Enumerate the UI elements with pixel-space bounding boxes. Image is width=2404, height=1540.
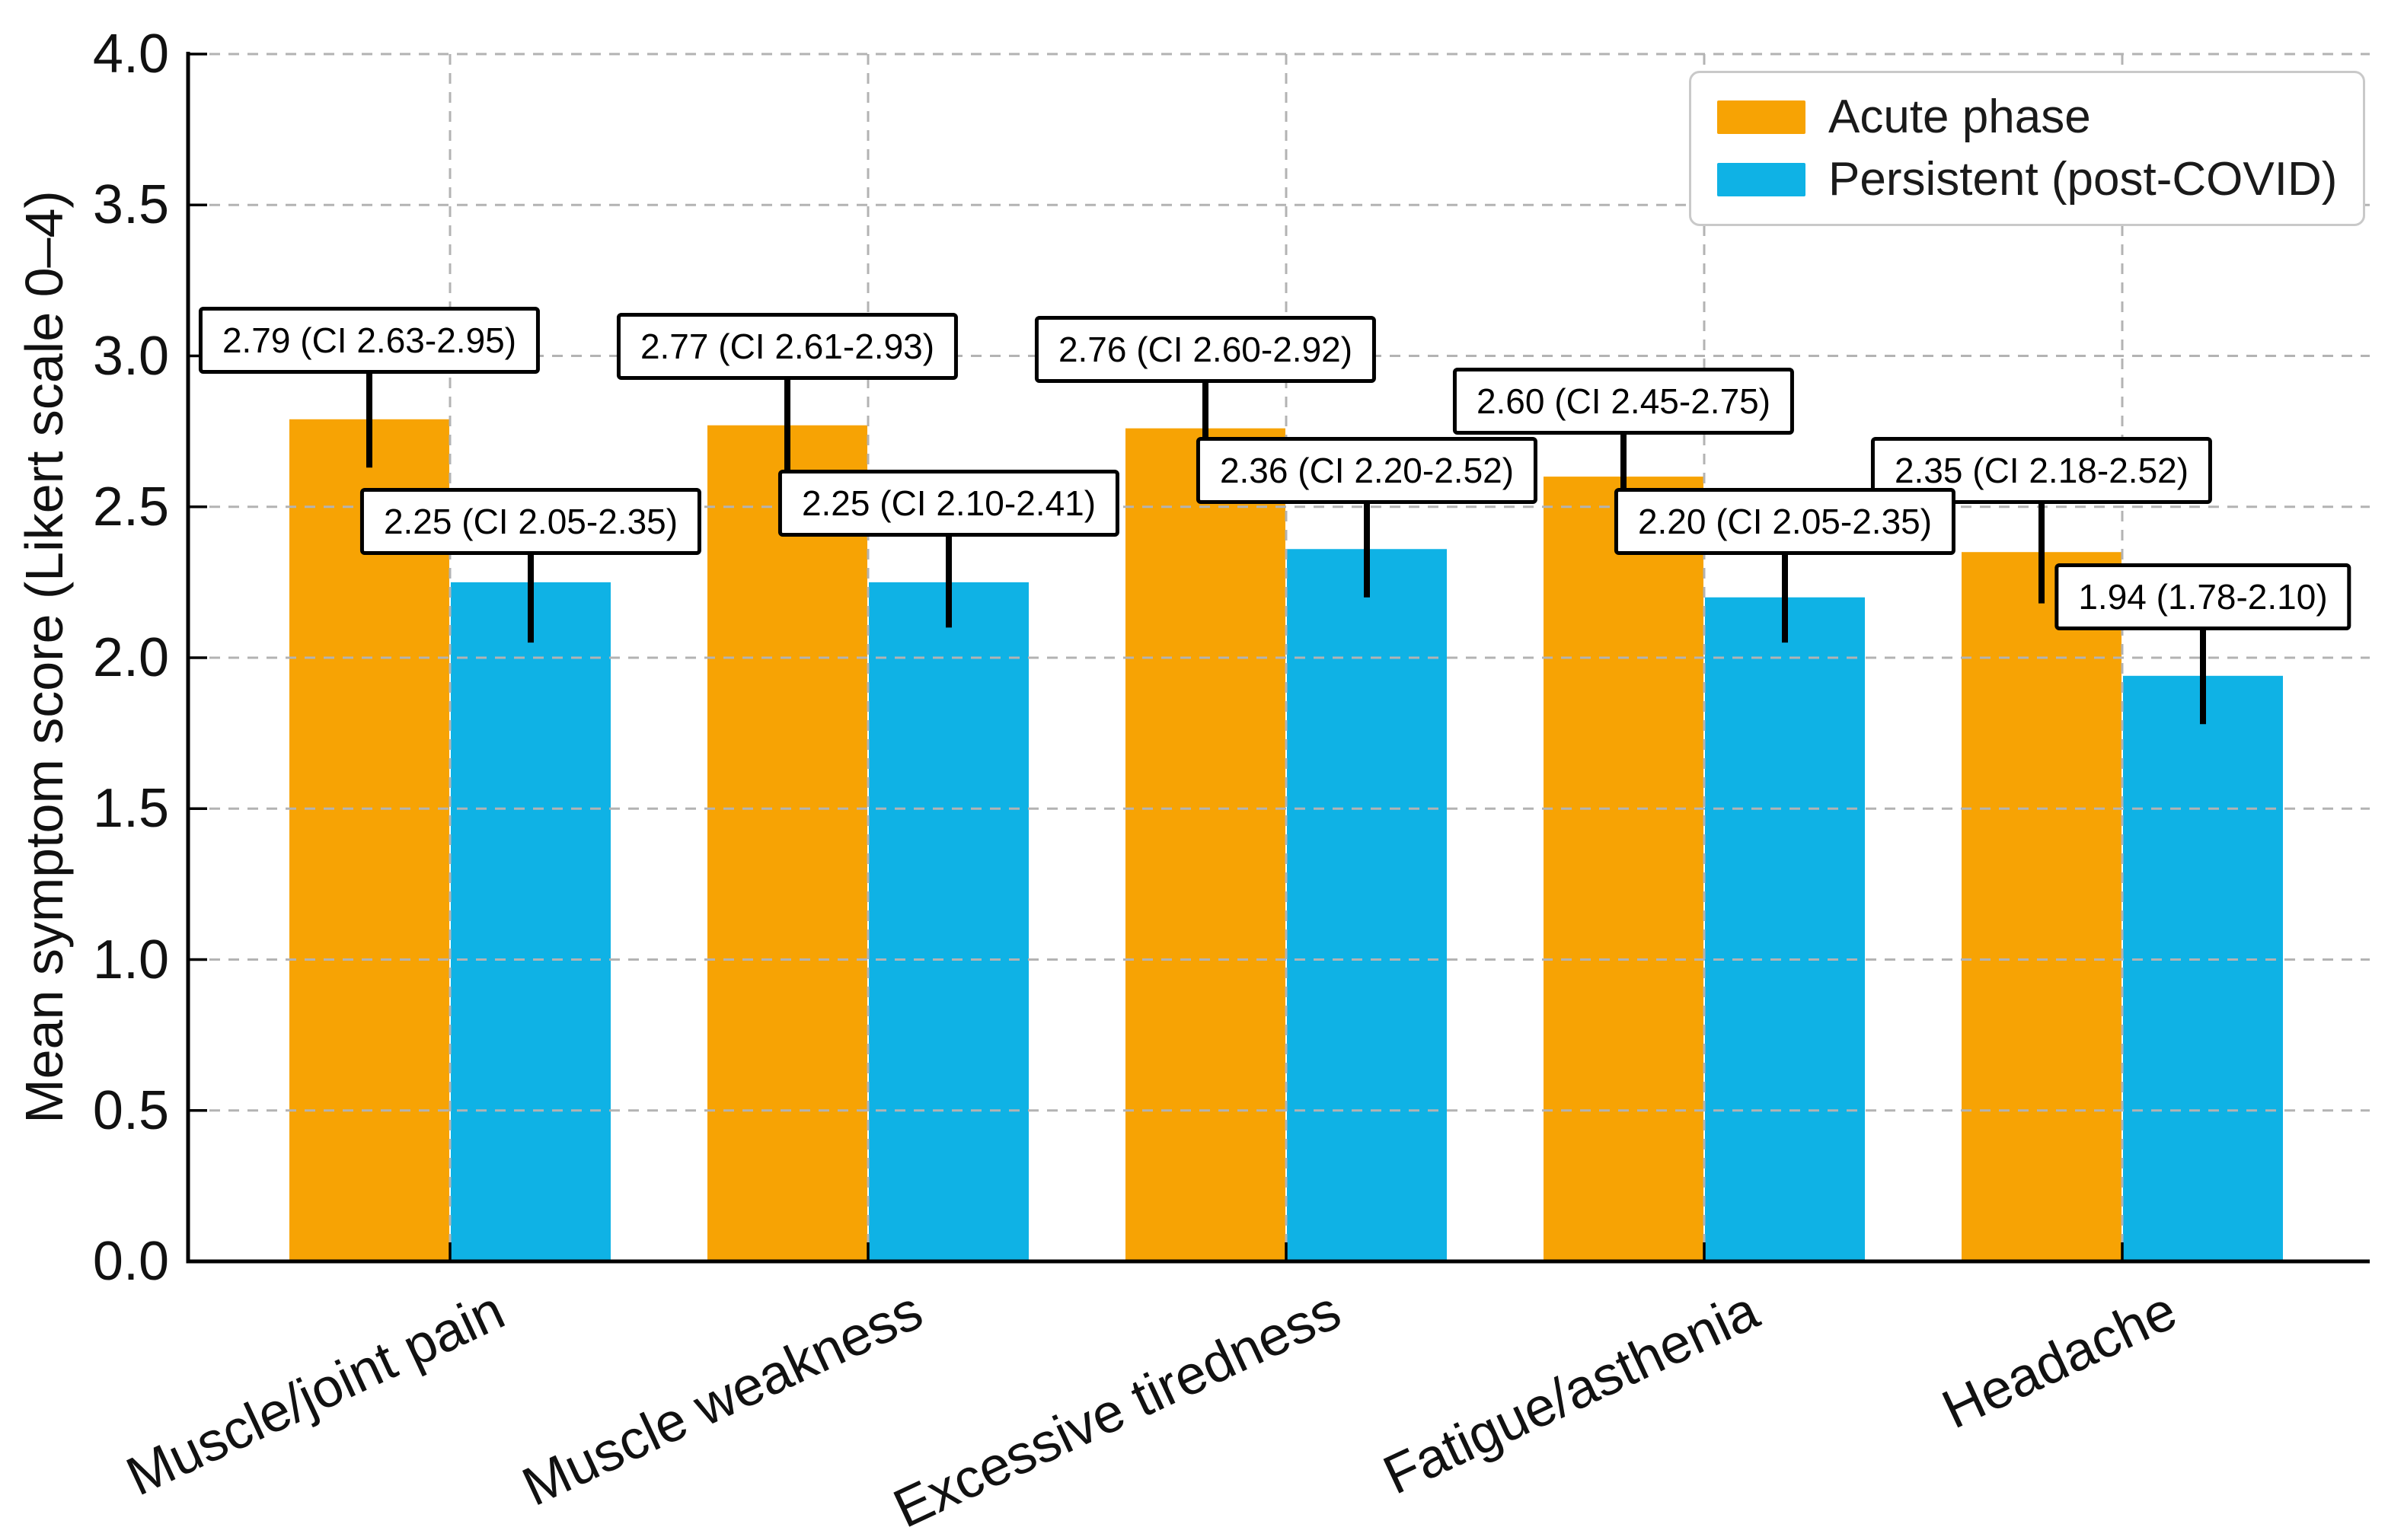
ci-annotation-acute-phase-headache: 2.35 (CI 2.18-2.52) (1870, 436, 2213, 504)
error-bars (366, 371, 2206, 725)
ci-annotation-acute-phase-muscle-joint-pain: 2.79 (CI 2.63-2.95) (198, 307, 541, 375)
y-tick-label-4.0: 4.0 (92, 24, 169, 84)
y-axis-label: Mean symptom score (Likert scale 0–4) (14, 190, 74, 1124)
bar-acute-phase-fatigue-asthenia (1544, 477, 1703, 1261)
legend: Acute phase Persistent (post-COVID) (1689, 71, 2366, 226)
bar-persistent-post-covid-muscle-joint-pain (451, 582, 611, 1261)
gridlines (190, 53, 2370, 1260)
ci-annotation-persistent-post-covid-muscle-joint-pain: 2.25 (CI 2.05-2.35) (359, 488, 702, 556)
y-tick-label-2.5: 2.5 (92, 476, 169, 537)
y-tick-label-3.5: 3.5 (92, 174, 169, 236)
bar-acute-phase-muscle-weakness (707, 425, 867, 1261)
bar-persistent-post-covid-headache (2123, 675, 2283, 1261)
ci-annotation-acute-phase-muscle-weakness: 2.77 (CI 2.61-2.93) (616, 313, 959, 381)
ci-annotation-persistent-post-covid-fatigue-asthenia: 2.20 (CI 2.05-2.35) (1614, 488, 1956, 556)
y-tick-label-3.0: 3.0 (92, 325, 169, 387)
bar-persistent-post-covid-excessive-tiredness (1287, 549, 1447, 1261)
ci-annotation-persistent-post-covid-excessive-tiredness: 2.36 (CI 2.20-2.52) (1196, 436, 1538, 504)
bar-acute-phase-excessive-tiredness (1125, 428, 1285, 1262)
legend-item-acute: Acute phase (1717, 91, 2337, 143)
y-tick-label-0.0: 0.0 (92, 1231, 169, 1292)
y-tick-label-1.5: 1.5 (92, 778, 169, 840)
y-tick-label-0.5: 0.5 (92, 1079, 169, 1141)
bar-acute-phase-muscle-joint-pain (289, 419, 449, 1261)
ci-annotation-acute-phase-excessive-tiredness: 2.76 (CI 2.60-2.92) (1034, 316, 1377, 384)
ci-annotation-acute-phase-fatigue-asthenia: 2.60 (CI 2.45-2.75) (1452, 367, 1795, 435)
bar-persistent-post-covid-muscle-weakness (869, 582, 1029, 1261)
ci-annotation-persistent-post-covid-muscle-weakness: 2.25 (CI 2.10-2.41) (777, 470, 1120, 537)
legend-swatch-acute-icon (1717, 100, 1805, 134)
y-tick-label-1.0: 1.0 (92, 929, 169, 990)
legend-label-persistent: Persistent (post-COVID) (1828, 153, 2338, 206)
axes (186, 52, 2370, 1264)
bar-acute-phase-headache (1962, 552, 2121, 1261)
legend-item-persistent: Persistent (post-COVID) (1717, 154, 2337, 206)
bar-persistent-post-covid-fatigue-asthenia (1705, 597, 1865, 1261)
legend-label-acute: Acute phase (1828, 91, 2091, 143)
legend-swatch-persistent-icon (1717, 163, 1805, 196)
bars-group (289, 419, 2283, 1262)
y-tick-label-2.0: 2.0 (92, 627, 169, 688)
bar-chart-canvas (186, 52, 2370, 1264)
ci-annotation-persistent-post-covid-headache: 1.94 (1.78-2.10) (2054, 563, 2351, 631)
